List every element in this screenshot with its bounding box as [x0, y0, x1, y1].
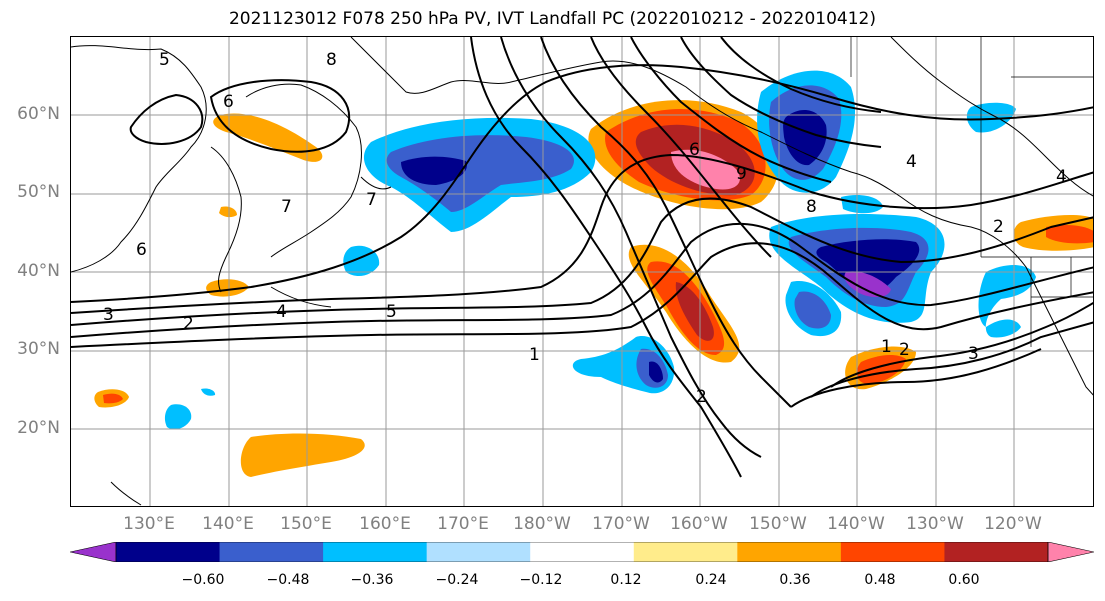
- colorbar-segment: [426, 542, 531, 562]
- colorbar-segment: [633, 542, 738, 562]
- colorbar-tick-label: −0.36: [350, 572, 394, 588]
- lon-tick-150e: 150°E: [280, 514, 332, 534]
- contour-label: 4: [1056, 167, 1067, 187]
- lon-tick-170e: 170°E: [437, 514, 489, 534]
- contour-label: 6: [689, 140, 700, 160]
- contour-label: 7: [366, 190, 377, 210]
- lat-tick-40n: 40°N: [17, 261, 60, 281]
- map-panel: 5 8 6 7 7 6 3 2 4 5 1 2 8 9 6 4 2 3 1 2 …: [70, 36, 1094, 507]
- contour-label: 6: [223, 92, 234, 112]
- contour-label: 8: [806, 197, 817, 217]
- contour-label: 7: [281, 197, 292, 217]
- contour-label: 5: [159, 50, 170, 70]
- colorbar-tick-label: 0.36: [779, 572, 811, 588]
- colorbar-segment: [219, 542, 324, 562]
- colorbar-segment: [116, 542, 221, 562]
- colorbar-tick-label: 0.12: [610, 572, 642, 588]
- lat-tick-50n: 50°N: [17, 182, 60, 202]
- contour-label: 1: [529, 345, 540, 365]
- contour-labels: 5 8 6 7 7 6 3 2 4 5 1 2 8 9 6 4 2 3 1 2 …: [103, 50, 1067, 407]
- map-canvas: 5 8 6 7 7 6 3 2 4 5 1 2 8 9 6 4 2 3 1 2 …: [71, 37, 1093, 506]
- colorbar-segments: [70, 542, 1094, 562]
- contour-label: 2: [183, 314, 194, 334]
- lat-tick-60n: 60°N: [17, 104, 60, 124]
- contour-label: 8: [326, 50, 337, 70]
- colorbar-tick-label: −0.12: [519, 572, 563, 588]
- colorbar: [70, 542, 1094, 562]
- lon-tick-180w: 180°W: [513, 514, 571, 534]
- lon-tick-170w: 170°W: [592, 514, 650, 534]
- contour-label: 4: [906, 152, 917, 172]
- colorbar-segment: [944, 542, 1049, 562]
- colorbar-tick-label: −0.24: [435, 572, 479, 588]
- contour-label: 2: [899, 340, 910, 360]
- colorbar-tick-label: −0.48: [266, 572, 310, 588]
- lon-tick-160e: 160°E: [359, 514, 411, 534]
- colorbar-tick-label: 0.24: [695, 572, 727, 588]
- lat-tick-30n: 30°N: [17, 339, 60, 359]
- coastlines: [71, 37, 1093, 506]
- contour-label: 2: [696, 387, 707, 407]
- colorbar-tick-label: 0.48: [864, 572, 896, 588]
- contour-label: 4: [276, 302, 287, 322]
- colorbar-segment: [530, 542, 635, 562]
- lon-tick-130e: 130°E: [123, 514, 175, 534]
- colorbar-segment: [737, 542, 842, 562]
- lon-tick-150w: 150°W: [749, 514, 807, 534]
- lon-tick-130w: 130°W: [906, 514, 964, 534]
- colorbar-extend-low: [70, 542, 117, 562]
- political-borders: [850, 37, 1093, 347]
- lat-tick-20n: 20°N: [17, 418, 60, 438]
- colorbar-segment: [323, 542, 428, 562]
- contour-label: 3: [103, 305, 114, 325]
- map-title: 2021123012 F078 250 hPa PV, IVT Landfall…: [228, 9, 876, 29]
- lon-tick-140e: 140°E: [202, 514, 254, 534]
- colorbar-tick-label: 0.60: [948, 572, 980, 588]
- colorbar-tick-label: −0.60: [181, 572, 225, 588]
- colorbar-outline: [115, 542, 1049, 562]
- contour-label: 2: [993, 217, 1004, 237]
- contour-label: 5: [386, 302, 397, 322]
- colorbar-extend-high: [1047, 542, 1094, 562]
- contour-label: 9: [736, 164, 747, 184]
- colorbar-segment: [840, 542, 945, 562]
- ivt-contours: [71, 37, 1093, 478]
- lon-tick-140w: 140°W: [827, 514, 885, 534]
- contour-label: 3: [968, 344, 979, 364]
- contour-label: 1: [881, 337, 892, 357]
- lon-tick-160w: 160°W: [670, 514, 728, 534]
- contour-label: 6: [136, 240, 147, 260]
- lon-tick-120w: 120°W: [984, 514, 1042, 534]
- graticule: [71, 37, 1093, 506]
